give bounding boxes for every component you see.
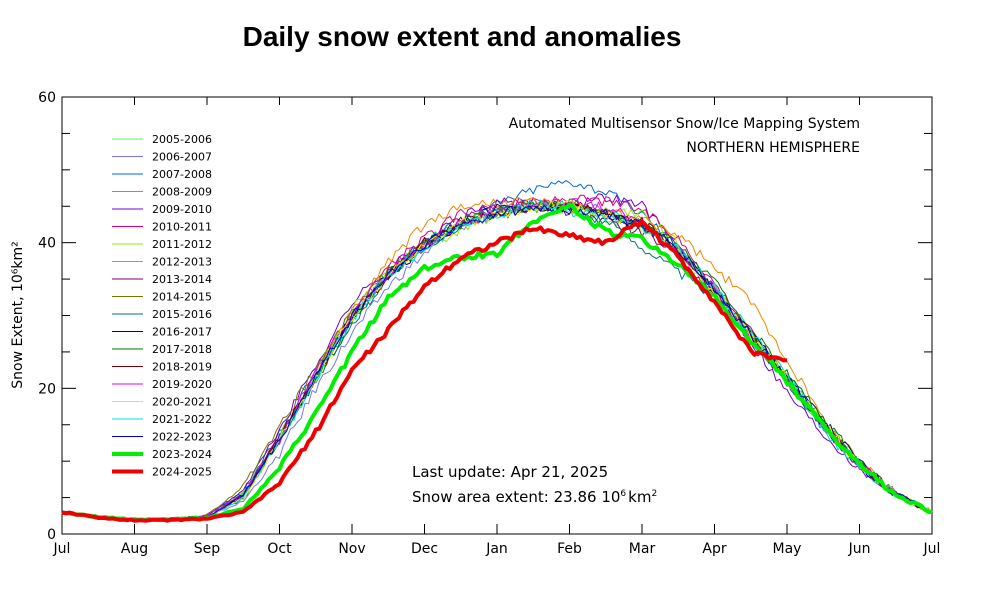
x-tick-label: Jul [53, 541, 71, 557]
x-tick-label: Apr [702, 541, 726, 557]
y-tick-label: 40 [38, 236, 56, 252]
x-tick-label: Oct [267, 541, 292, 557]
legend-label: 2011-2012 [152, 238, 212, 251]
x-tick-label: Feb [557, 541, 582, 557]
y-axis: 0 20 40 60 [38, 90, 932, 543]
legend-label: 2008-2009 [152, 186, 212, 199]
legend-label: 2014-2015 [152, 291, 212, 304]
x-tick-label: Sep [194, 541, 221, 557]
x-tick-label: Nov [338, 541, 365, 557]
chart-title: Daily snow extent and anomalies [243, 21, 682, 52]
legend-label: 2023-2024 [152, 448, 212, 461]
y-tick-label: 60 [38, 90, 56, 106]
x-tick-label: Aug [121, 541, 148, 557]
legend-label: 2012-2013 [152, 256, 212, 269]
legend-label: 2013-2014 [152, 273, 212, 286]
legend-label: 2020-2021 [152, 396, 212, 409]
legend-label: 2010-2011 [152, 221, 212, 234]
x-axis: Jul Aug Sep Oct Nov Dec Jan Feb Mar Apr May Jun Jul [53, 97, 941, 557]
system-annotation: Automated Multisensor Snow/Ice Mapping S… [509, 116, 860, 132]
legend-label: 2009-2010 [152, 203, 212, 216]
x-tick-label: May [773, 541, 802, 557]
legend-label: 2017-2018 [152, 343, 212, 356]
y-tick-label: 20 [38, 381, 56, 397]
legend-label: 2005-2006 [152, 133, 212, 146]
y-tick-label: 0 [47, 527, 56, 543]
legend-label: 2021-2022 [152, 413, 212, 426]
legend-label: 2006-2007 [152, 151, 212, 164]
x-tick-label: Jun [848, 541, 871, 557]
legend-label: 2007-2008 [152, 168, 212, 181]
series-lines [61, 180, 933, 523]
legend: 2005-2006 2006-2007 2007-2008 2008-2009 2009… [112, 133, 212, 479]
legend-label: 2022-2023 [152, 431, 212, 444]
x-tick-label: Jan [485, 541, 508, 557]
last-update-annotation: Last update: Apr 21, 2025 [412, 463, 608, 481]
area-extent-unit: km [628, 488, 651, 506]
legend-label: 2019-2020 [152, 378, 212, 391]
area-extent-sup2: 2 [651, 489, 657, 499]
area-extent-prefix: Snow area extent: 23.86 10 [412, 488, 620, 506]
x-tick-label: Dec [411, 541, 438, 557]
region-annotation: NORTHERN HEMISPHERE [686, 140, 860, 156]
legend-label: 2024-2025 [152, 466, 212, 479]
legend-label: 2016-2017 [152, 326, 212, 339]
y-axis-label: Snow Extent, 10⁶km² [10, 241, 26, 389]
area-extent-sup1: 6 [620, 489, 626, 499]
series-line-2024-2025 [61, 219, 788, 523]
x-tick-label: Jul [923, 541, 941, 557]
legend-label: 2015-2016 [152, 308, 212, 321]
legend-label: 2018-2019 [152, 361, 212, 374]
x-tick-label: Mar [629, 541, 656, 557]
area-extent-annotation: Snow area extent: 23.86 106 km2 [412, 488, 657, 506]
